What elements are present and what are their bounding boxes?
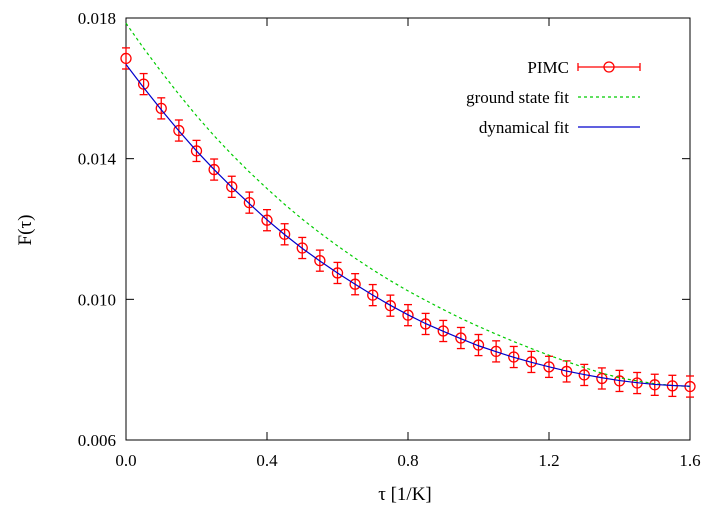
pimc-point (278, 228, 291, 240)
pimc-point (543, 361, 555, 373)
pimc-point (472, 339, 485, 351)
series-dynamical-fit (125, 64, 691, 387)
pimc-point (367, 289, 379, 301)
pimc-point (226, 181, 238, 193)
y-tick-label: 0.010 (78, 290, 116, 309)
plot-frame (125, 17, 691, 441)
x-tick-label: 0.0 (115, 451, 136, 470)
series-ground-state-fit (125, 22, 691, 388)
y-tick-label: 0.018 (78, 9, 116, 28)
x-tick-label: 0.4 (256, 451, 278, 470)
pimc-point (173, 124, 185, 137)
pimc-point (455, 332, 467, 344)
pimc-point (190, 145, 203, 157)
x-tick-label: 1.2 (538, 451, 559, 470)
legend-label: dynamical fit (479, 118, 569, 137)
pimc-point (490, 345, 502, 358)
series-layer (120, 22, 696, 398)
pimc-point (349, 278, 361, 290)
legend-label: ground state fit (466, 88, 569, 107)
pimc-point (402, 309, 414, 321)
pimc-point (560, 365, 573, 378)
pimc-point (525, 356, 538, 368)
legend-swatch-marker (603, 61, 615, 73)
pimc-point (419, 318, 432, 330)
pimc-point (384, 300, 397, 312)
pimc-point (208, 163, 220, 176)
series-pimc (120, 47, 696, 398)
legend: PIMC ground state fit dynamical fit (466, 58, 641, 137)
pimc-point (243, 196, 256, 209)
pimc-point (155, 102, 167, 115)
pimc-point (314, 254, 326, 267)
pimc-point (120, 52, 132, 65)
pimc-point (437, 325, 449, 337)
pimc-point (296, 242, 308, 254)
pimc-point (331, 267, 344, 279)
pimc-point (137, 78, 150, 90)
x-axis-label: τ [1/K] (378, 484, 432, 505)
y-tick-label: 0.006 (78, 431, 116, 450)
axes-layer: 0.0 0.4 0.8 1.2 1.6 0.006 0.010 0.014 0.018 (78, 9, 701, 470)
y-axis-label: F(τ) (15, 215, 36, 246)
x-tick-label: 0.8 (397, 451, 418, 470)
x-tick-label: 1.6 (679, 451, 700, 470)
pimc-point (508, 351, 520, 363)
legend-label: PIMC (527, 58, 569, 77)
y-tick-label: 0.014 (78, 150, 117, 169)
pimc-point (261, 214, 273, 226)
